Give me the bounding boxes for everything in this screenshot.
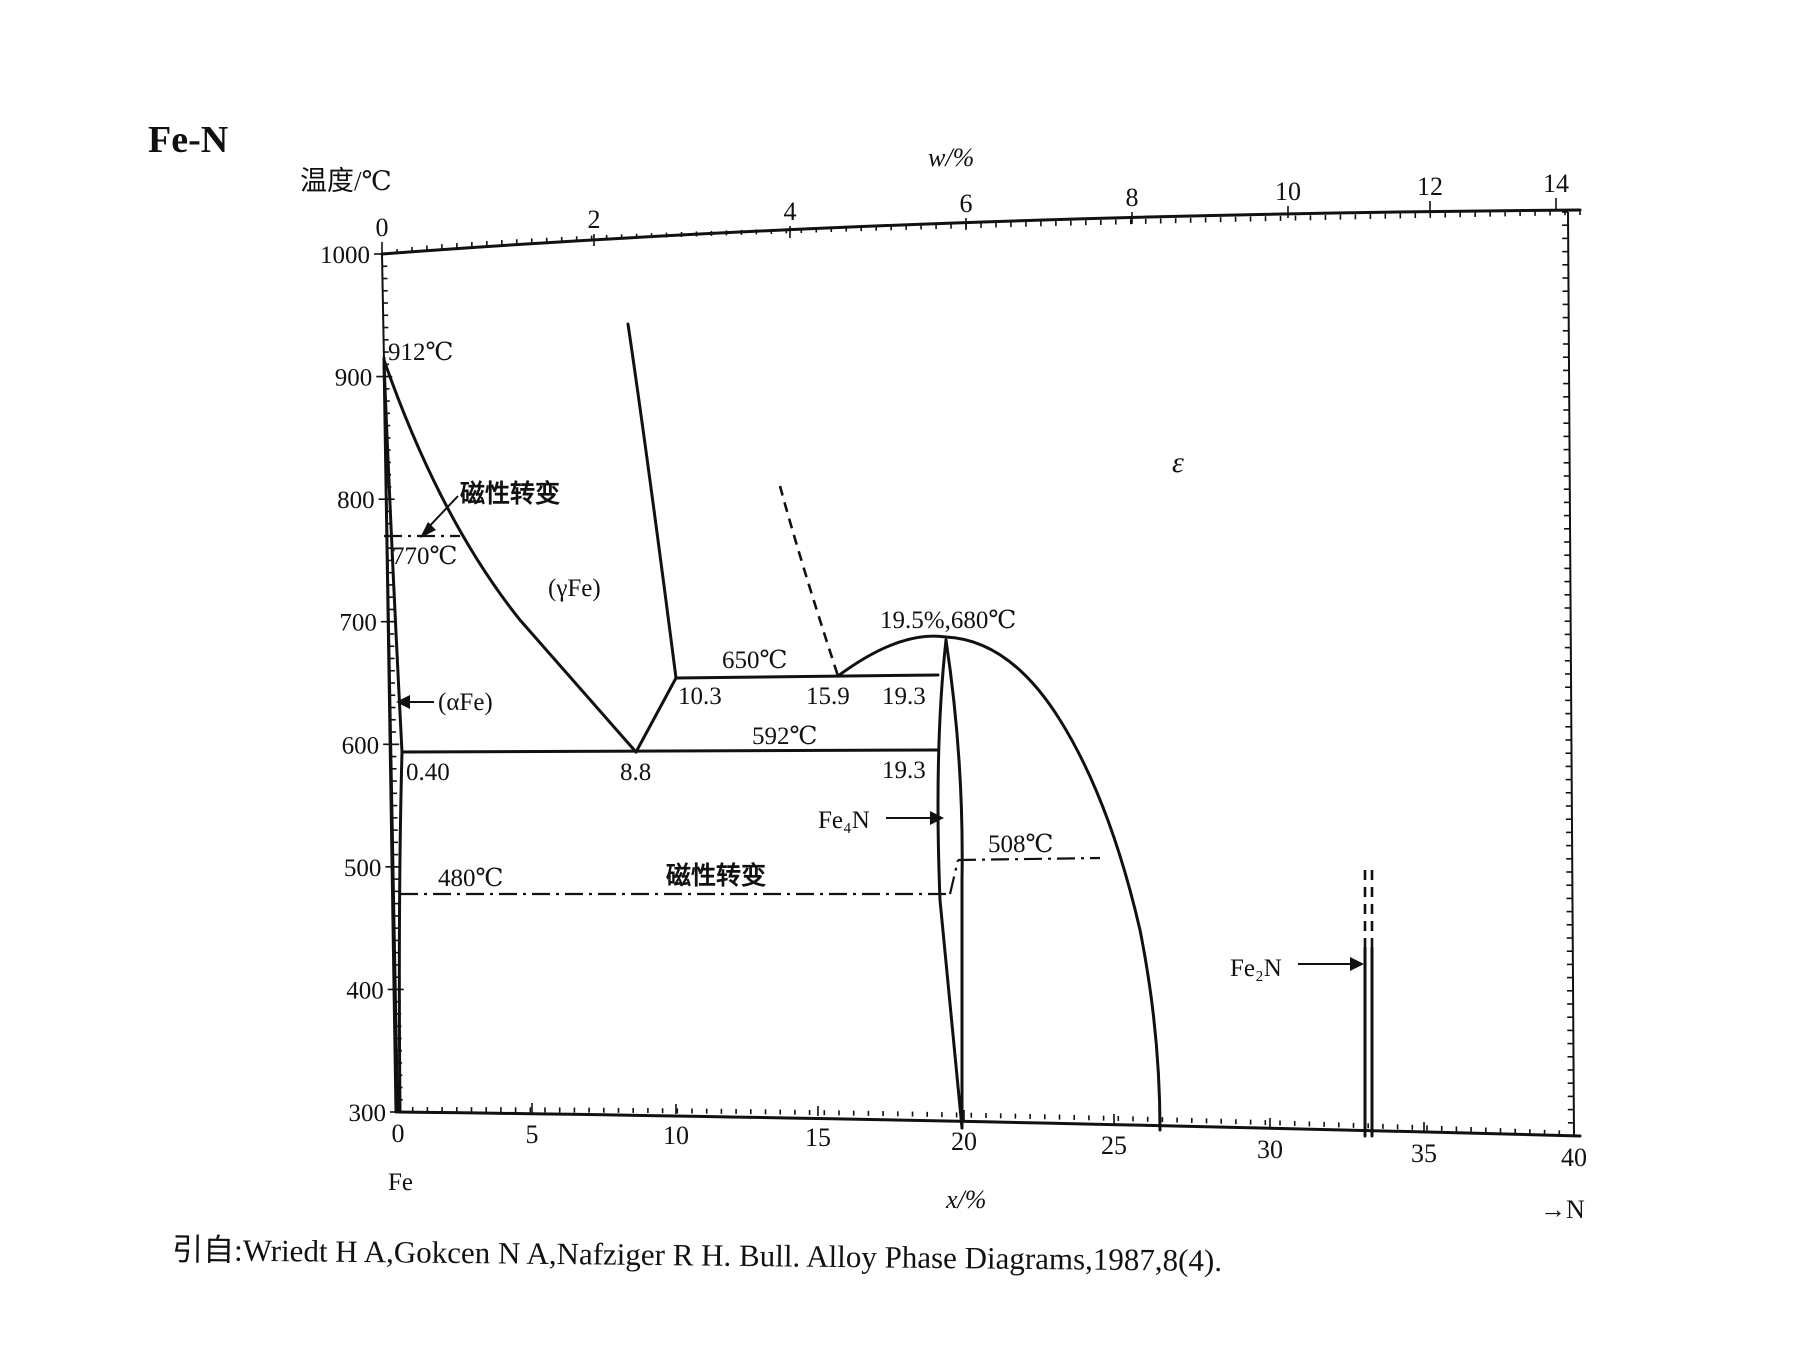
- gamma-eps-boundary: [634, 676, 678, 754]
- bottom-tick-label: 35: [1411, 1139, 1437, 1168]
- bottom-tick-label: 20: [951, 1127, 977, 1156]
- fe4n-left-boundary: [936, 638, 964, 1130]
- fe4n-arrowhead: [930, 811, 944, 825]
- label-magnetic-1: 磁性转变: [460, 479, 560, 508]
- label-508: 508℃: [988, 831, 1053, 858]
- label-fe4n: Fe₄N: [818, 807, 870, 834]
- alpha-left-boundary: [382, 356, 398, 1114]
- top-tick-label: 12: [1417, 172, 1443, 201]
- label-gamma-fe: (γFe): [548, 575, 601, 602]
- y-tick-label: 1000: [320, 242, 370, 269]
- epsilon-dome-right: [944, 635, 1162, 1132]
- plot-frame: [380, 208, 1582, 1138]
- magnetic-arrowhead: [420, 522, 436, 538]
- label-19-3-upper: 19.3: [882, 683, 926, 710]
- label-770: 770℃: [392, 543, 457, 570]
- label-0-40: 0.40: [406, 759, 450, 786]
- phase-boundaries: [382, 322, 1374, 1138]
- bottom-right-label: →N: [1540, 1195, 1585, 1224]
- bottom-axis-label: x/%: [945, 1185, 986, 1214]
- label-magnetic-2: 磁性转变: [666, 861, 766, 890]
- y-tick-label: 300: [349, 1100, 387, 1127]
- eutectoid-592-line: [400, 748, 940, 754]
- minor-ticks: [381, 210, 1581, 1137]
- label-592: 592℃: [752, 723, 817, 750]
- top-tick-label: 0: [376, 213, 389, 242]
- y-axis-label: 温度/℃: [300, 166, 392, 196]
- isotherm-650-line: [674, 673, 940, 680]
- top-tick-label: 14: [1543, 169, 1569, 198]
- y-axis-ticks: 1000 900 800 700 600 500 400 300: [320, 242, 406, 1127]
- y-tick-label: 400: [346, 977, 384, 1004]
- label-fe2n: Fe₂N: [1230, 955, 1282, 982]
- bottom-axis-ticks: 0 5 10 15 20 25 30 35 40: [392, 1102, 1587, 1172]
- magnetic-508-line: [957, 856, 1101, 862]
- fe4n-right-boundary: [944, 638, 964, 1130]
- gamma-alpha-boundary: [382, 358, 638, 754]
- bottom-tick-label: 30: [1257, 1135, 1283, 1164]
- arrows: [396, 495, 1364, 971]
- label-912: 912℃: [388, 339, 453, 366]
- bottom-tick-label: 10: [663, 1121, 689, 1150]
- top-tick-label: 8: [1126, 183, 1139, 212]
- bottom-tick-label: 15: [805, 1123, 831, 1152]
- label-480: 480℃: [438, 865, 503, 892]
- label-650: 650℃: [722, 647, 787, 674]
- label-8-8: 8.8: [620, 759, 651, 786]
- label-15-9: 15.9: [806, 683, 850, 710]
- bottom-tick-label: 25: [1101, 1131, 1127, 1160]
- y-tick-label: 800: [337, 487, 375, 514]
- bottom-left-label: Fe: [388, 1169, 413, 1196]
- fe2n-arrowhead: [1350, 957, 1364, 971]
- top-axis-label: w/%: [928, 143, 974, 172]
- label-alpha-fe: (αFe): [438, 689, 493, 716]
- citation: 引自:Wriedt H A,Gokcen N A,Nafziger R H. B…: [172, 1232, 1222, 1278]
- y-tick-label: 700: [339, 610, 377, 637]
- alpha-arrowhead: [396, 695, 410, 709]
- label-19-3-lower: 19.3: [882, 757, 926, 784]
- bottom-tick-label: 5: [526, 1120, 539, 1149]
- y-tick-label: 600: [342, 732, 380, 759]
- label-10-3: 10.3: [678, 683, 722, 710]
- bottom-tick-label: 40: [1561, 1143, 1587, 1172]
- top-tick-label: 10: [1275, 177, 1301, 206]
- y-tick-label: 900: [335, 365, 373, 392]
- top-tick-label: 6: [960, 189, 973, 218]
- magnetic-508-link: [948, 859, 960, 895]
- epsilon-dome-left: [836, 634, 948, 678]
- top-tick-label: 2: [588, 205, 601, 234]
- diagram-title: Fe-N: [148, 119, 228, 161]
- y-tick-label: 500: [344, 855, 382, 882]
- dashed-boundary: [778, 485, 840, 677]
- label-epsilon: ε: [1172, 446, 1184, 479]
- top-tick-label: 4: [784, 197, 797, 226]
- gamma-right-boundary: [626, 322, 678, 680]
- label-peak: 19.5%,680℃: [880, 607, 1016, 634]
- top-axis-ticks: 0 2 4 6 8 10 12 14: [376, 169, 1569, 254]
- bottom-tick-label: 0: [392, 1119, 405, 1148]
- annotations: 912℃ 磁性转变 770℃ (γFe) (αFe) 650℃ 10.3 15.…: [388, 339, 1282, 982]
